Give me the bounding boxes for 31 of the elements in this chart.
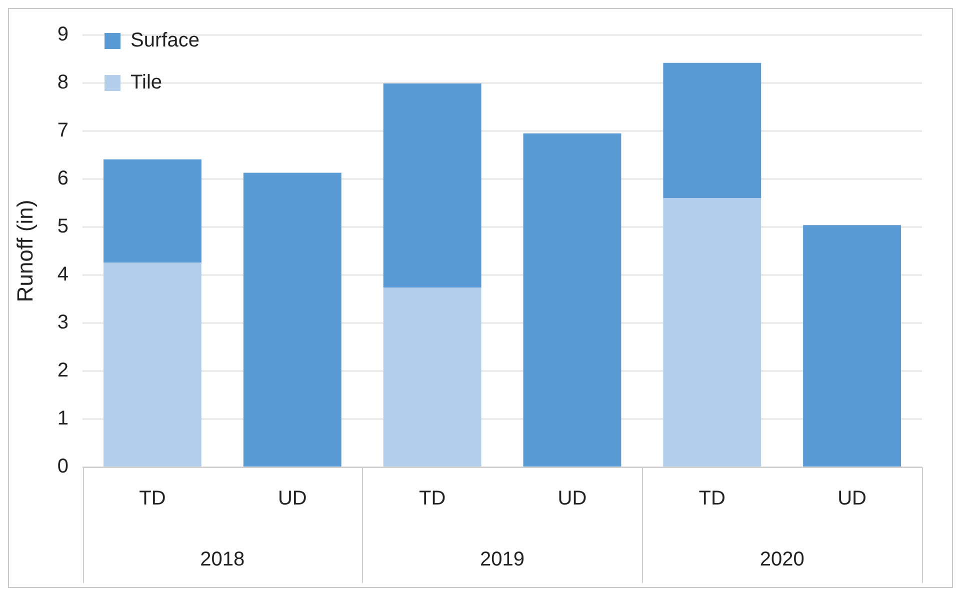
y-tick-label: 8 [57, 72, 69, 94]
bar [383, 287, 482, 466]
bar [243, 172, 342, 466]
text: 2019 [480, 548, 525, 571]
y-tick-label: 2 [57, 360, 69, 382]
x-tick-label: TD [698, 488, 726, 510]
bar [663, 62, 762, 198]
x-tick-label: UD [558, 488, 587, 510]
bar [383, 83, 482, 288]
x-tick-label: UD [278, 488, 307, 510]
text: 2020 [760, 548, 804, 571]
legend-label: Tile [130, 72, 162, 94]
y-tick-label: 6 [57, 168, 69, 190]
bar [663, 198, 762, 466]
y-tick-label: 4 [57, 264, 69, 286]
y-axis-title: Runoff (in) [12, 200, 38, 302]
x-tick-label: TD [139, 488, 166, 510]
text: 2018 [200, 548, 245, 571]
bar [523, 133, 622, 466]
y-tick-label: 5 [57, 216, 69, 238]
legend-label: Surface [130, 30, 200, 52]
x-tick-label: UD [838, 488, 866, 510]
y-tick-label: 7 [57, 120, 69, 142]
bar [803, 225, 902, 466]
y-tick-label: 3 [57, 312, 69, 334]
bar [104, 159, 202, 263]
y-tick-label: 1 [57, 408, 69, 430]
bar [104, 262, 202, 466]
x-tick-label: TD [418, 488, 446, 510]
y-tick-label: 0 [57, 456, 69, 478]
y-tick-label: 9 [57, 24, 69, 46]
